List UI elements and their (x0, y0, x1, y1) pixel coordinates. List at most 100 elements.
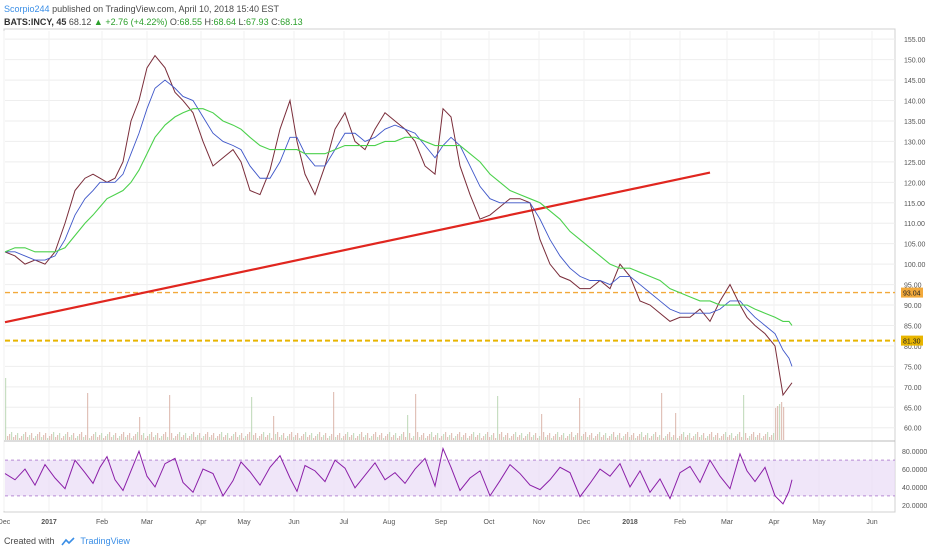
volume-bar (223, 437, 225, 440)
volume-bar (721, 436, 723, 440)
volume-bar (441, 436, 443, 440)
volume-bar (751, 434, 753, 440)
volume-bar (387, 434, 389, 440)
volume-bar (741, 437, 743, 440)
volume-bar (581, 436, 583, 440)
volume-bar (351, 435, 353, 440)
volume-bar (155, 435, 157, 440)
volume-bar (579, 398, 581, 440)
volume-bar (753, 432, 755, 440)
volume-bar (95, 432, 97, 440)
volume-bar (677, 438, 679, 440)
volume-bar (537, 438, 539, 440)
tradingview-link[interactable]: TradingView (80, 536, 130, 546)
volume-bar (561, 435, 563, 440)
time-tick-label: Mar (721, 519, 734, 526)
volume-bar (93, 434, 95, 440)
volume-bar (421, 435, 423, 440)
price-tick-label: 155.00 (904, 37, 926, 44)
volume-bar (445, 432, 447, 440)
time-tick-label: Sep (435, 519, 448, 526)
volume-bar (59, 433, 61, 440)
volume-bar (313, 438, 315, 440)
high-label: H: (204, 17, 214, 27)
level-tags: 93.04 81.30 (901, 287, 923, 346)
volume-bar (257, 438, 259, 440)
volume-bar (309, 435, 311, 440)
volume-bar (503, 437, 505, 440)
volume-bar (665, 436, 667, 440)
volume-bar (533, 435, 535, 440)
volume-bar (407, 415, 409, 440)
volume-bar (193, 432, 195, 440)
volume-bar (175, 436, 177, 440)
price-series[interactable] (4, 54, 793, 397)
volume-bar (359, 434, 361, 440)
volume-bar (711, 432, 713, 440)
volume-bar (385, 436, 387, 440)
volume-bar (43, 435, 45, 440)
volume-bar (697, 432, 699, 440)
author-link[interactable]: Scorpio244 (4, 4, 50, 14)
trendline-group (4, 171, 711, 324)
volume-bar (543, 432, 545, 440)
volume-bar (23, 434, 25, 440)
time-tick-label: Feb (96, 519, 108, 526)
rsi-line[interactable] (4, 446, 793, 505)
volume-bar (609, 436, 611, 440)
volume-bar (409, 433, 411, 440)
open-value: 68.55 (179, 17, 202, 27)
symbol-label[interactable]: BATS:INCY, 45 (4, 17, 67, 27)
volume-bar (303, 434, 305, 440)
low-label: L: (238, 17, 247, 27)
volume-bar (463, 435, 465, 440)
volume-bar (521, 433, 523, 440)
volume-bar (9, 434, 11, 440)
volume-bar (191, 434, 193, 440)
volume-bar (215, 438, 217, 440)
volume-bar (513, 434, 515, 440)
volume-bar (129, 433, 131, 440)
volume-bar (375, 432, 377, 440)
volume-bar (541, 414, 543, 440)
volume-bar (475, 437, 477, 440)
volume-bar (125, 437, 127, 440)
rsi-pane[interactable] (4, 446, 895, 505)
time-tick-label: Jun (866, 519, 877, 526)
volume-bar (251, 397, 253, 440)
volume-bar (749, 436, 751, 440)
volume-bar (737, 434, 739, 440)
slow-ma-line[interactable] (4, 108, 793, 326)
volume-bar (299, 438, 301, 440)
time-tick-label: Aug (383, 519, 396, 526)
volume-bar (559, 437, 561, 440)
level-tag-label: 81.30 (903, 339, 921, 346)
volume-bar (389, 432, 391, 440)
volume-bar (627, 432, 629, 440)
volume-bar (419, 437, 421, 440)
volume-bar (21, 436, 23, 440)
volume-bar (135, 434, 137, 440)
volume-bar (781, 402, 783, 440)
time-tick-label: Dec (0, 519, 11, 526)
volume-bar (491, 435, 493, 440)
volume-bar (631, 435, 633, 440)
volume-bar (601, 437, 603, 440)
volume-bar (259, 436, 261, 440)
volume-bar (221, 432, 223, 440)
volume-bar (211, 435, 213, 440)
time-tick-label: 2018 (622, 519, 638, 526)
volume-bar (411, 438, 413, 440)
volume-bar (17, 433, 19, 440)
trendline[interactable] (4, 171, 711, 324)
volume-bar (277, 432, 279, 440)
volume-bar (715, 435, 717, 440)
fast-ma-line[interactable] (5, 79, 793, 367)
volume-bar (495, 438, 497, 440)
volume-bar (353, 433, 355, 440)
volume-bar (255, 433, 257, 440)
time-axis: Dec 2017 Feb Mar Apr May Jun Jul Aug Sep Oct Nov Dec… (0, 519, 878, 526)
volume-bar (591, 433, 593, 440)
volume-bar (443, 434, 445, 440)
price-line[interactable] (4, 54, 793, 397)
